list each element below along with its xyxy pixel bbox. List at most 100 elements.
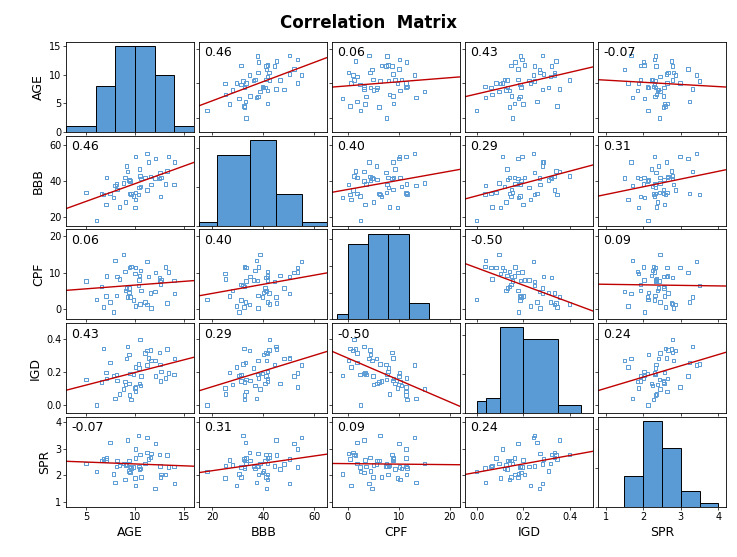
Point [504, 86, 516, 95]
Point [130, 195, 142, 204]
Point [150, 439, 161, 448]
Point [551, 101, 563, 110]
Point [480, 478, 492, 487]
Point [358, 85, 370, 94]
Point [235, 370, 247, 379]
Point [388, 374, 399, 383]
Point [159, 374, 171, 383]
Point [366, 65, 378, 74]
Point [663, 69, 674, 77]
Point [284, 51, 296, 60]
Point [260, 450, 272, 459]
Point [662, 272, 674, 281]
Point [485, 263, 497, 272]
Point [542, 84, 554, 92]
Point [391, 79, 403, 88]
Point [366, 484, 378, 493]
Point [548, 69, 560, 77]
Point [123, 379, 135, 388]
Point [495, 269, 506, 278]
Point [364, 69, 376, 77]
Point [525, 481, 537, 490]
Point [654, 277, 666, 286]
Point [531, 97, 543, 106]
Point [240, 97, 251, 106]
Point [669, 346, 681, 355]
Point [523, 462, 535, 471]
Point [130, 302, 142, 311]
Point [347, 346, 359, 355]
Point [388, 99, 399, 108]
Point [504, 475, 516, 483]
Point [657, 378, 669, 387]
Point [528, 149, 539, 158]
Point [480, 256, 492, 265]
Point [367, 174, 379, 183]
Point [651, 390, 663, 399]
Point [240, 263, 252, 272]
Point [486, 461, 498, 470]
Point [358, 468, 370, 477]
Point [660, 190, 671, 199]
Point [296, 71, 307, 80]
Point [380, 61, 392, 70]
Point [239, 83, 251, 92]
Point [537, 162, 548, 170]
Point [649, 370, 660, 379]
Point [485, 189, 497, 198]
Point [262, 272, 273, 281]
Bar [643, 421, 662, 507]
Point [625, 51, 637, 60]
Point [227, 380, 239, 389]
Point [288, 268, 300, 277]
Point [642, 106, 654, 115]
Point [480, 181, 492, 190]
Text: 0.43: 0.43 [71, 328, 99, 340]
Point [408, 149, 420, 158]
Point [270, 436, 282, 444]
Point [262, 99, 273, 108]
Point [622, 363, 634, 372]
Point [657, 272, 669, 281]
Point [268, 61, 280, 70]
Y-axis label: SPR: SPR [38, 449, 51, 474]
Point [384, 90, 396, 99]
Point [509, 173, 520, 182]
Point [643, 84, 654, 92]
Point [133, 275, 145, 284]
Point [479, 82, 491, 91]
Point [343, 449, 354, 458]
Point [251, 462, 263, 471]
Point [274, 465, 286, 473]
Point [104, 358, 116, 367]
Point [284, 354, 296, 363]
Point [349, 167, 361, 175]
Point [401, 395, 413, 404]
Point [666, 56, 677, 65]
Point [101, 453, 113, 462]
Point [635, 286, 646, 295]
Point [238, 463, 250, 472]
Point [343, 180, 354, 189]
Point [548, 300, 560, 309]
Point [130, 363, 142, 372]
Point [515, 82, 527, 91]
Point [622, 79, 634, 87]
Point [400, 189, 412, 198]
Point [500, 286, 512, 295]
Point [259, 456, 271, 465]
Point [360, 92, 372, 101]
Point [651, 203, 663, 212]
Point [660, 158, 672, 167]
Point [358, 369, 370, 378]
Point [501, 271, 513, 280]
Point [235, 463, 247, 472]
Point [274, 76, 286, 85]
Point [118, 250, 130, 259]
Point [652, 286, 663, 295]
Point [253, 58, 265, 67]
Point [517, 99, 529, 108]
Point [96, 189, 108, 198]
Point [238, 101, 250, 110]
Point [360, 99, 371, 108]
